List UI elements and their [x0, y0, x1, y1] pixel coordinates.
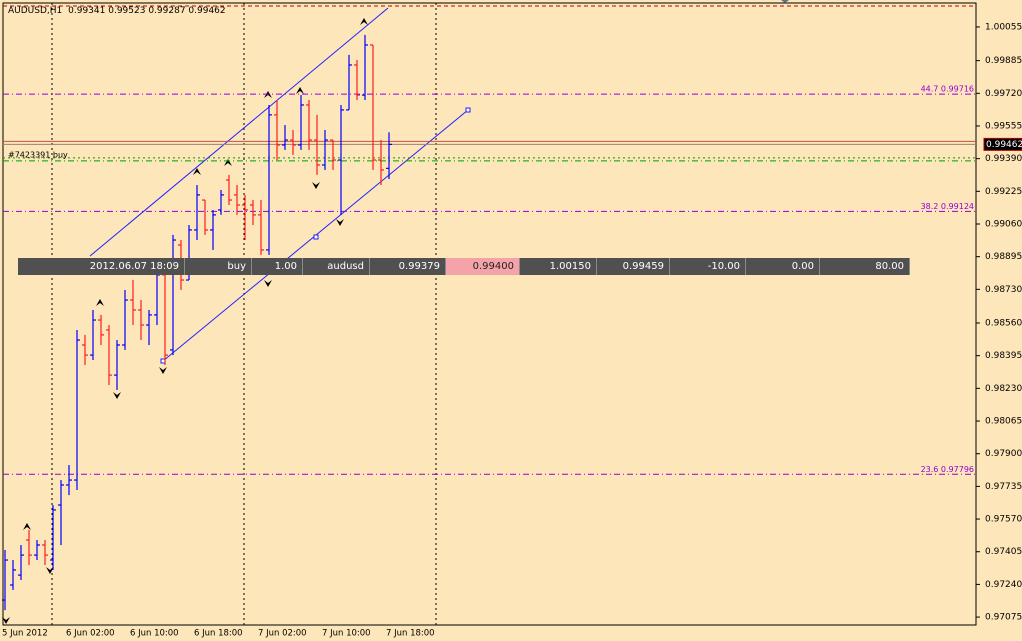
trade-cell: 1.00150 [520, 258, 597, 275]
x-tick-label: 7 Jun 10:00 [322, 629, 371, 639]
y-tick-label: 0.97405 [985, 547, 1022, 557]
y-tick-label: 0.97075 [985, 613, 1022, 623]
trade-cell: 2012.06.07 18:09 [18, 258, 185, 275]
trade-cell: 0.99400 [446, 258, 520, 275]
y-tick-label: 1.00055 [985, 22, 1022, 32]
trade-cell: audusd [303, 258, 370, 275]
y-tick-label: 0.98230 [985, 384, 1022, 394]
x-tick-label: 6 Jun 18:00 [194, 629, 243, 639]
trade-cell: 0.00 [746, 258, 820, 275]
fractals [2, 18, 368, 624]
x-tick-label: 6 Jun 02:00 [66, 629, 115, 639]
header-high: 0.99523 [108, 6, 145, 16]
trade-cell: 0.99459 [597, 258, 670, 275]
fractal-down [312, 182, 320, 189]
x-tick-label: 6 Jun 10:00 [130, 629, 179, 639]
fractal-up [360, 18, 368, 25]
x-tick-label: 7 Jun 02:00 [258, 629, 307, 639]
y-tick-label: 0.98730 [985, 285, 1022, 295]
y-tick-label: 0.99555 [985, 121, 1022, 131]
y-tick-label: 0.97735 [985, 482, 1022, 492]
fractal-down [113, 392, 121, 399]
fractal-down [159, 367, 167, 374]
y-tick-label: 0.99720 [985, 89, 1022, 99]
trade-row: 2012.06.07 18:09 buy 1.00 audusd 0.99379 0.99… [18, 258, 910, 275]
channel-upper [89, 7, 389, 257]
bid-label: 0.99462 [986, 140, 1022, 150]
header-close: 0.99462 [188, 6, 225, 16]
scroll-marker [781, 0, 789, 3]
fractal-up [296, 87, 304, 94]
channel [89, 7, 471, 364]
trade-cell: 0.99379 [370, 258, 446, 275]
fib-label: 38.2 0.99124 [921, 202, 974, 211]
fractal-up [96, 299, 104, 306]
y-tick-label: 0.99225 [985, 187, 1022, 197]
fib-label: 44.7 0.99716 [921, 85, 974, 94]
y-tick-label: 0.97900 [985, 449, 1022, 459]
fractal-down [264, 280, 272, 287]
fractal-up [23, 523, 31, 530]
trade-cell: -10.00 [670, 258, 746, 275]
symbol: AUDUSD,H1 [8, 6, 62, 16]
y-tick-label: 0.99390 [985, 154, 1022, 164]
header-low: 0.99287 [148, 6, 185, 16]
channel-handle [465, 107, 471, 113]
fractal-up [224, 159, 232, 166]
fib-label: 23.6 0.97796 [921, 465, 974, 474]
y-tick-label: 0.99060 [985, 219, 1022, 229]
y-tick-label: 0.97240 [985, 580, 1022, 590]
order-label: #7423391 buy [8, 150, 68, 159]
x-tick-label: 5 Jun 2012 [2, 629, 48, 639]
y-tick-label: 0.99885 [985, 56, 1022, 66]
y-tick-label: 0.98395 [985, 351, 1022, 361]
chart-header: AUDUSD,H1 0.99341 0.99523 0.99287 0.9946… [8, 6, 226, 16]
x-tick-label: 7 Jun 18:00 [386, 629, 435, 639]
trade-cell: buy [185, 258, 252, 275]
day-separators [51, 3, 437, 625]
fractal-down [336, 219, 344, 226]
trade-cell: 1.00 [252, 258, 303, 275]
y-tick-label: 0.98065 [985, 417, 1022, 427]
header-open: 0.99341 [68, 6, 105, 16]
bid-box [983, 137, 1022, 151]
plot-frame [2, 2, 977, 626]
channel-handle [313, 234, 319, 240]
y-tick-label: 0.97570 [985, 515, 1022, 525]
trade-cell: 80.00 [820, 258, 910, 275]
y-tick-label: 0.98895 [985, 252, 1022, 262]
y-tick-label: 0.98560 [985, 319, 1022, 329]
